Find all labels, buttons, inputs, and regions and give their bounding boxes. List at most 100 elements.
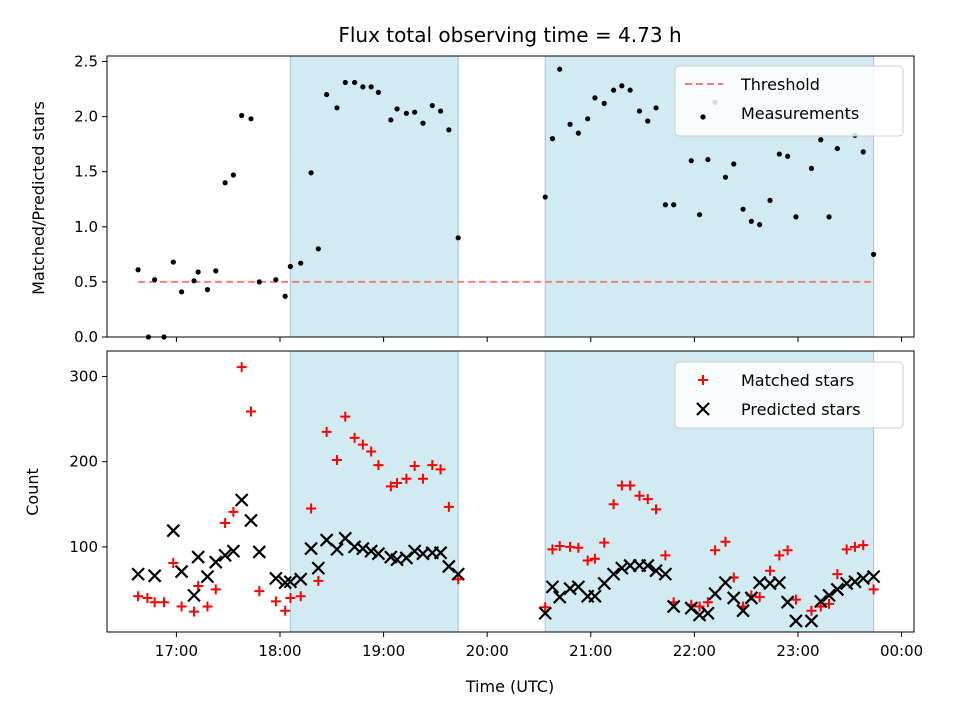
data-point	[575, 130, 581, 136]
data-point	[403, 110, 409, 116]
data-point	[740, 206, 746, 212]
data-point	[736, 603, 750, 618]
data-point	[726, 591, 741, 605]
data-point	[545, 580, 560, 594]
data-point	[149, 597, 160, 608]
data-point	[830, 582, 845, 597]
data-point	[191, 550, 205, 564]
data-point	[366, 446, 377, 457]
data-point	[860, 149, 866, 155]
legend: Matched stars Predicted stars	[674, 361, 904, 429]
data-point	[254, 586, 265, 597]
y-tick-label: 2.5	[74, 53, 98, 71]
data-point	[210, 584, 221, 595]
data-point	[385, 481, 396, 492]
data-point	[868, 584, 879, 595]
data-point	[588, 589, 602, 604]
data-point	[373, 460, 384, 471]
data-point	[287, 263, 293, 270]
data-point	[834, 145, 840, 152]
data-point	[806, 605, 817, 616]
data-point	[142, 592, 153, 603]
data-point	[552, 590, 567, 604]
data-point	[789, 614, 803, 628]
series-matched-stars	[133, 362, 879, 617]
data-point	[767, 197, 773, 203]
data-point	[368, 84, 374, 90]
data-point	[592, 95, 598, 101]
data-point	[610, 87, 617, 93]
data-point	[280, 605, 291, 616]
x-tick-label: 20:00	[466, 642, 509, 660]
data-point	[269, 571, 283, 586]
data-point	[772, 575, 787, 590]
data-point	[701, 606, 715, 621]
data-point	[252, 545, 267, 559]
data-point	[200, 569, 215, 584]
data-point	[866, 569, 881, 584]
legend-label: Predicted stars	[741, 400, 861, 419]
data-point	[549, 136, 556, 142]
data-point	[375, 89, 382, 95]
data-point	[304, 541, 318, 556]
legend-marker	[696, 402, 710, 416]
data-point	[340, 411, 351, 422]
data-point	[599, 537, 610, 548]
data-point	[443, 501, 454, 512]
data-point	[731, 161, 737, 167]
data-point	[388, 117, 394, 123]
data-point	[168, 558, 179, 569]
data-point	[780, 595, 795, 609]
data-point	[135, 267, 141, 273]
data-point	[174, 564, 189, 579]
x-tick-label: 22:00	[673, 642, 716, 660]
data-point	[818, 137, 824, 143]
data-point	[213, 268, 219, 274]
data-point	[256, 279, 262, 285]
data-point	[748, 218, 754, 224]
data-point	[848, 574, 862, 589]
data-point	[720, 536, 731, 547]
data-point	[244, 513, 258, 528]
data-point	[557, 66, 563, 72]
data-point	[634, 490, 645, 501]
data-point	[191, 278, 197, 284]
data-point	[293, 572, 308, 586]
data-point	[782, 545, 793, 556]
data-point	[694, 601, 705, 612]
data-point	[790, 594, 801, 605]
data-point	[606, 567, 621, 581]
data-point	[435, 464, 446, 475]
data-point	[392, 477, 403, 488]
data-point	[608, 499, 619, 510]
data-point	[585, 116, 591, 122]
data-point	[152, 277, 158, 283]
data-point	[273, 277, 279, 283]
data-point	[754, 592, 765, 603]
data-point	[708, 586, 722, 601]
data-point	[315, 246, 321, 252]
data-point	[744, 591, 759, 605]
data-point	[334, 105, 340, 111]
y-tick-label: 0.0	[74, 328, 98, 346]
data-point	[627, 87, 633, 93]
data-point	[824, 598, 835, 609]
data-point	[193, 581, 204, 592]
data-point	[804, 614, 819, 628]
series-measurements	[135, 66, 877, 340]
data-point	[567, 121, 573, 127]
data-point	[540, 602, 551, 613]
y-tick-label: 2.0	[74, 108, 98, 126]
data-point	[218, 548, 232, 563]
data-point	[202, 601, 213, 612]
data-point	[409, 460, 420, 471]
data-point	[808, 165, 815, 171]
data-point	[765, 565, 776, 576]
data-point	[285, 592, 296, 603]
data-point	[158, 597, 169, 608]
data-point	[849, 541, 860, 552]
data-point	[278, 575, 292, 590]
data-point	[427, 460, 438, 471]
data-point	[446, 127, 452, 133]
